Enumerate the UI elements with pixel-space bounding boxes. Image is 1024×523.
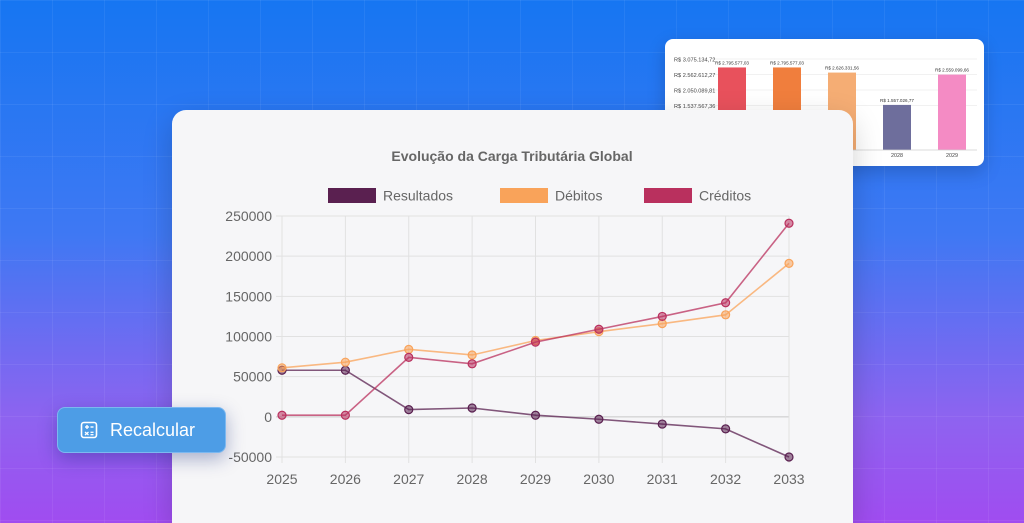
chart-title: Evolução da Carga Tributária Global (391, 148, 632, 164)
data-point (657, 311, 667, 322)
data-point (594, 324, 604, 334)
data-point (721, 298, 731, 308)
y-grid (276, 215, 789, 458)
data-point (721, 310, 731, 320)
data-point (784, 218, 794, 228)
data-point (784, 452, 794, 462)
data-point (277, 410, 287, 420)
x-tick-label: 2027 (393, 471, 424, 487)
data-point (277, 363, 287, 373)
chart-legend: Resultados Débitos Créditos (328, 188, 751, 204)
series-layer (277, 218, 794, 462)
bar (938, 74, 966, 150)
data-point (467, 350, 477, 360)
data-point (467, 359, 477, 369)
bar-x-tick-label: 2029 (946, 153, 958, 159)
bar (883, 104, 911, 150)
y-tick-label: 200000 (225, 248, 272, 264)
data-point (530, 410, 541, 420)
legend-swatch-2 (644, 188, 692, 203)
legend-label-0: Resultados (383, 188, 453, 204)
legend-label-2: Créditos (699, 188, 751, 204)
line-chart-card: Evolução da Carga Tributária Global Resu… (172, 110, 853, 523)
y-tick-label: 100000 (225, 329, 272, 345)
bar-y-tick-label: R$ 3.075.134,72 (674, 58, 715, 64)
recalculate-button[interactable]: Recalcular (57, 407, 226, 453)
bar-data-label: R$ 2.795.577,03 (770, 60, 804, 65)
x-tick-label: 2029 (520, 471, 551, 487)
bar-y-tick-label: R$ 2.050.089,81 (674, 89, 715, 95)
y-tick-label: -50000 (228, 449, 272, 465)
data-point (467, 403, 477, 413)
x-tick-label: 2025 (266, 471, 297, 487)
data-point (594, 414, 604, 424)
line-chart: Evolução da Carga Tributária Global Resu… (225, 148, 804, 487)
calculator-icon (80, 421, 98, 439)
y-tick-label: 50000 (233, 369, 272, 385)
bar-x-tick-label: 2028 (891, 153, 903, 159)
legend-label-1: Débitos (555, 188, 602, 204)
data-point (404, 344, 414, 354)
data-point (404, 352, 414, 362)
y-tick-label: 0 (264, 409, 272, 425)
data-point (657, 419, 667, 429)
data-point (784, 258, 794, 268)
x-tick-label: 2026 (330, 471, 361, 487)
legend-swatch-0 (328, 188, 376, 203)
bar-y-tick-label: R$ 2.562.612,27 (674, 73, 715, 79)
bar-chart-card: R$ 3.075.134,72 R$ 2.562.612,27 R$ 2.050.0… (665, 39, 984, 166)
series-créditos (277, 218, 794, 420)
data-point (340, 357, 350, 367)
bar-y-tick-label: R$ 1.537.567,36 (674, 104, 715, 110)
data-point (721, 424, 731, 434)
x-tick-label: 2030 (583, 471, 614, 487)
x-tick-label: 2031 (647, 471, 678, 487)
x-tick-label: 2033 (773, 471, 804, 487)
data-point (340, 410, 350, 420)
bar-data-label: R$ 2.795.577,03 (715, 60, 749, 65)
data-point (340, 365, 350, 375)
x-axis-ticks: 2025 2026 2027 2028 2029 2030 2031 2032 2033 (266, 471, 804, 487)
x-tick-label: 2032 (710, 471, 741, 487)
data-point (404, 405, 414, 415)
x-tick-label: 2028 (457, 471, 488, 487)
legend-swatch-1 (500, 188, 548, 203)
data-point (530, 337, 541, 347)
y-tick-label: 150000 (225, 288, 272, 304)
y-axis-ticks: 250000 200000 150000 100000 50000 0 -50000 (225, 208, 272, 465)
bar-data-label: R$ 1.557.026,77 (880, 98, 914, 103)
bar-data-label: R$ 2.626.331,56 (825, 66, 859, 71)
recalculate-label: Recalcular (110, 419, 196, 440)
bar-data-label: R$ 2.559.099,66 (935, 68, 969, 73)
y-tick-label: 250000 (225, 208, 272, 224)
